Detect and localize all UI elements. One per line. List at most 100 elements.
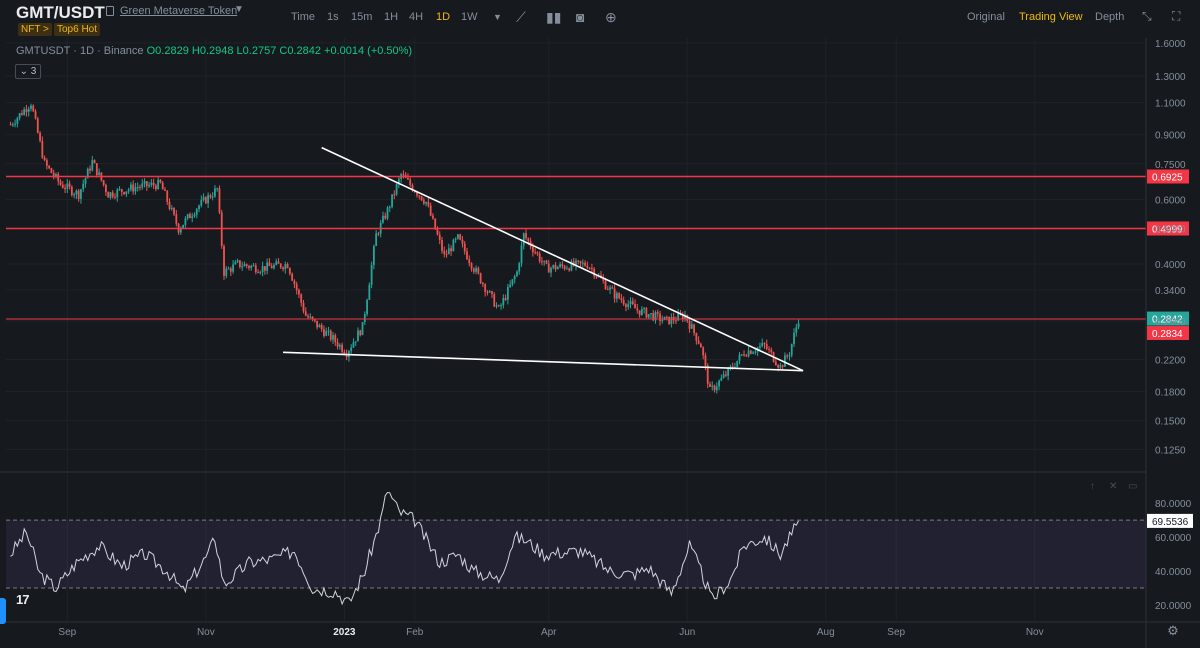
candle-body — [41, 140, 44, 158]
view-original[interactable]: Original — [967, 11, 1005, 23]
candle-body — [793, 332, 795, 345]
candle-body — [80, 189, 82, 199]
candle-body — [700, 343, 702, 348]
indicator-toggle[interactable]: ⌄ 3 — [15, 64, 41, 79]
candle-body — [130, 184, 132, 190]
view-depth[interactable]: Depth — [1095, 11, 1125, 23]
interval-15m[interactable]: 15m — [351, 11, 373, 23]
price-tick-label: 0.4000 — [1155, 260, 1186, 271]
candle-body — [752, 352, 755, 354]
price-tick-label: 0.1500 — [1155, 417, 1186, 428]
candle-body — [150, 182, 153, 185]
candle-body — [765, 344, 768, 349]
candle-body — [20, 113, 23, 115]
candle-body — [754, 351, 757, 353]
candle-body — [173, 207, 175, 215]
candle-body — [463, 243, 466, 252]
candle-body — [175, 214, 178, 224]
interval-time[interactable]: Time — [291, 11, 316, 23]
interval-more-chevron-icon[interactable]: ▼ — [493, 12, 502, 22]
last-price-label: 0.2842 — [1152, 315, 1183, 326]
candle-body — [68, 183, 71, 187]
candle-body — [604, 280, 607, 290]
candle-body — [461, 239, 464, 244]
chevron-down-icon[interactable]: ▼ — [234, 4, 244, 15]
symbol-title[interactable]: GMT/USDT — [16, 3, 105, 22]
maximize-icon[interactable]: ▭ — [1128, 481, 1138, 492]
candle-body — [500, 305, 502, 307]
candle-body — [184, 218, 187, 225]
candle-body — [697, 340, 700, 344]
candle-body — [273, 264, 275, 269]
candle-body — [354, 341, 357, 343]
candle-body — [429, 205, 432, 216]
candle-body — [554, 264, 557, 270]
interval-1d[interactable]: 1D — [436, 11, 451, 23]
candle-body — [475, 268, 477, 272]
price-tick-label: 0.6000 — [1155, 195, 1186, 206]
camera-icon[interactable]: ◙ — [576, 9, 585, 25]
candle-body — [298, 290, 300, 295]
candle-body — [588, 267, 591, 269]
candle-body — [788, 355, 791, 357]
candle-body — [654, 312, 657, 321]
candle-body — [770, 349, 773, 353]
rsi-last-value-label: 69.5536 — [1152, 517, 1189, 528]
candle-body — [747, 350, 750, 357]
document-icon[interactable] — [106, 6, 114, 16]
candle-body — [647, 314, 650, 318]
side-drawer-tab[interactable] — [0, 598, 6, 624]
candle-body — [438, 234, 441, 240]
candle-body — [243, 264, 246, 267]
view-trading-view[interactable]: Trading View — [1019, 11, 1083, 23]
interval-1w[interactable]: 1W — [461, 11, 478, 23]
candle-body — [11, 124, 14, 126]
candle-body — [407, 177, 409, 180]
interval-1s[interactable]: 1s — [327, 11, 339, 23]
candle-body — [84, 178, 87, 184]
candle-body — [98, 172, 101, 175]
interval-4h[interactable]: 4H — [409, 11, 424, 23]
candle-type-icon[interactable]: ▮▮ — [546, 9, 562, 25]
candle-body — [695, 332, 698, 341]
candle-body — [95, 163, 98, 175]
candle-body — [109, 192, 112, 198]
candle-body — [522, 233, 525, 246]
candle-body — [677, 313, 680, 321]
legend-change: +0.0014 (+0.50%) — [324, 45, 413, 57]
close-icon[interactable]: ✕ — [1109, 481, 1118, 492]
candle-body — [293, 280, 296, 285]
candle-body — [488, 291, 491, 293]
candle-body — [531, 246, 534, 253]
candle-body — [154, 185, 157, 190]
candle-body — [120, 189, 123, 193]
candle-body — [45, 160, 48, 166]
tag-top6-hot[interactable]: Top6 Hot — [54, 23, 101, 36]
collapse-icon[interactable]: ⤡ — [1142, 9, 1152, 23]
candle-body — [34, 111, 37, 119]
candle-body — [202, 197, 205, 200]
candle-body — [445, 253, 448, 255]
candle-body — [622, 300, 625, 305]
horizontal-lines: 0.6925 0.4999 0.2834 0.2842 — [6, 169, 1189, 341]
tag-nft[interactable]: NFT > — [18, 23, 52, 36]
token-name-link[interactable]: Green Metaverse Token — [120, 5, 238, 17]
candle-body — [236, 260, 239, 262]
indicator-chart-icon[interactable]: ⟋ — [516, 9, 526, 25]
candle-body — [727, 367, 730, 376]
price-tick-label: 0.2800 — [1155, 317, 1186, 328]
add-circle-icon[interactable]: ⊕ — [605, 9, 617, 25]
candle-body — [502, 298, 505, 306]
interval-1h[interactable]: 1H — [384, 11, 399, 23]
fullscreen-icon[interactable]: ⛶ — [1172, 9, 1181, 23]
candle-body — [277, 261, 280, 264]
arrow-up-icon[interactable]: ↑ — [1090, 481, 1095, 492]
candle-body — [570, 261, 573, 271]
candle-body — [102, 180, 105, 185]
candle-body — [134, 187, 137, 192]
candle-body — [432, 215, 434, 219]
candle-body — [216, 188, 219, 190]
candle-body — [105, 184, 107, 193]
candle-body — [270, 266, 273, 269]
